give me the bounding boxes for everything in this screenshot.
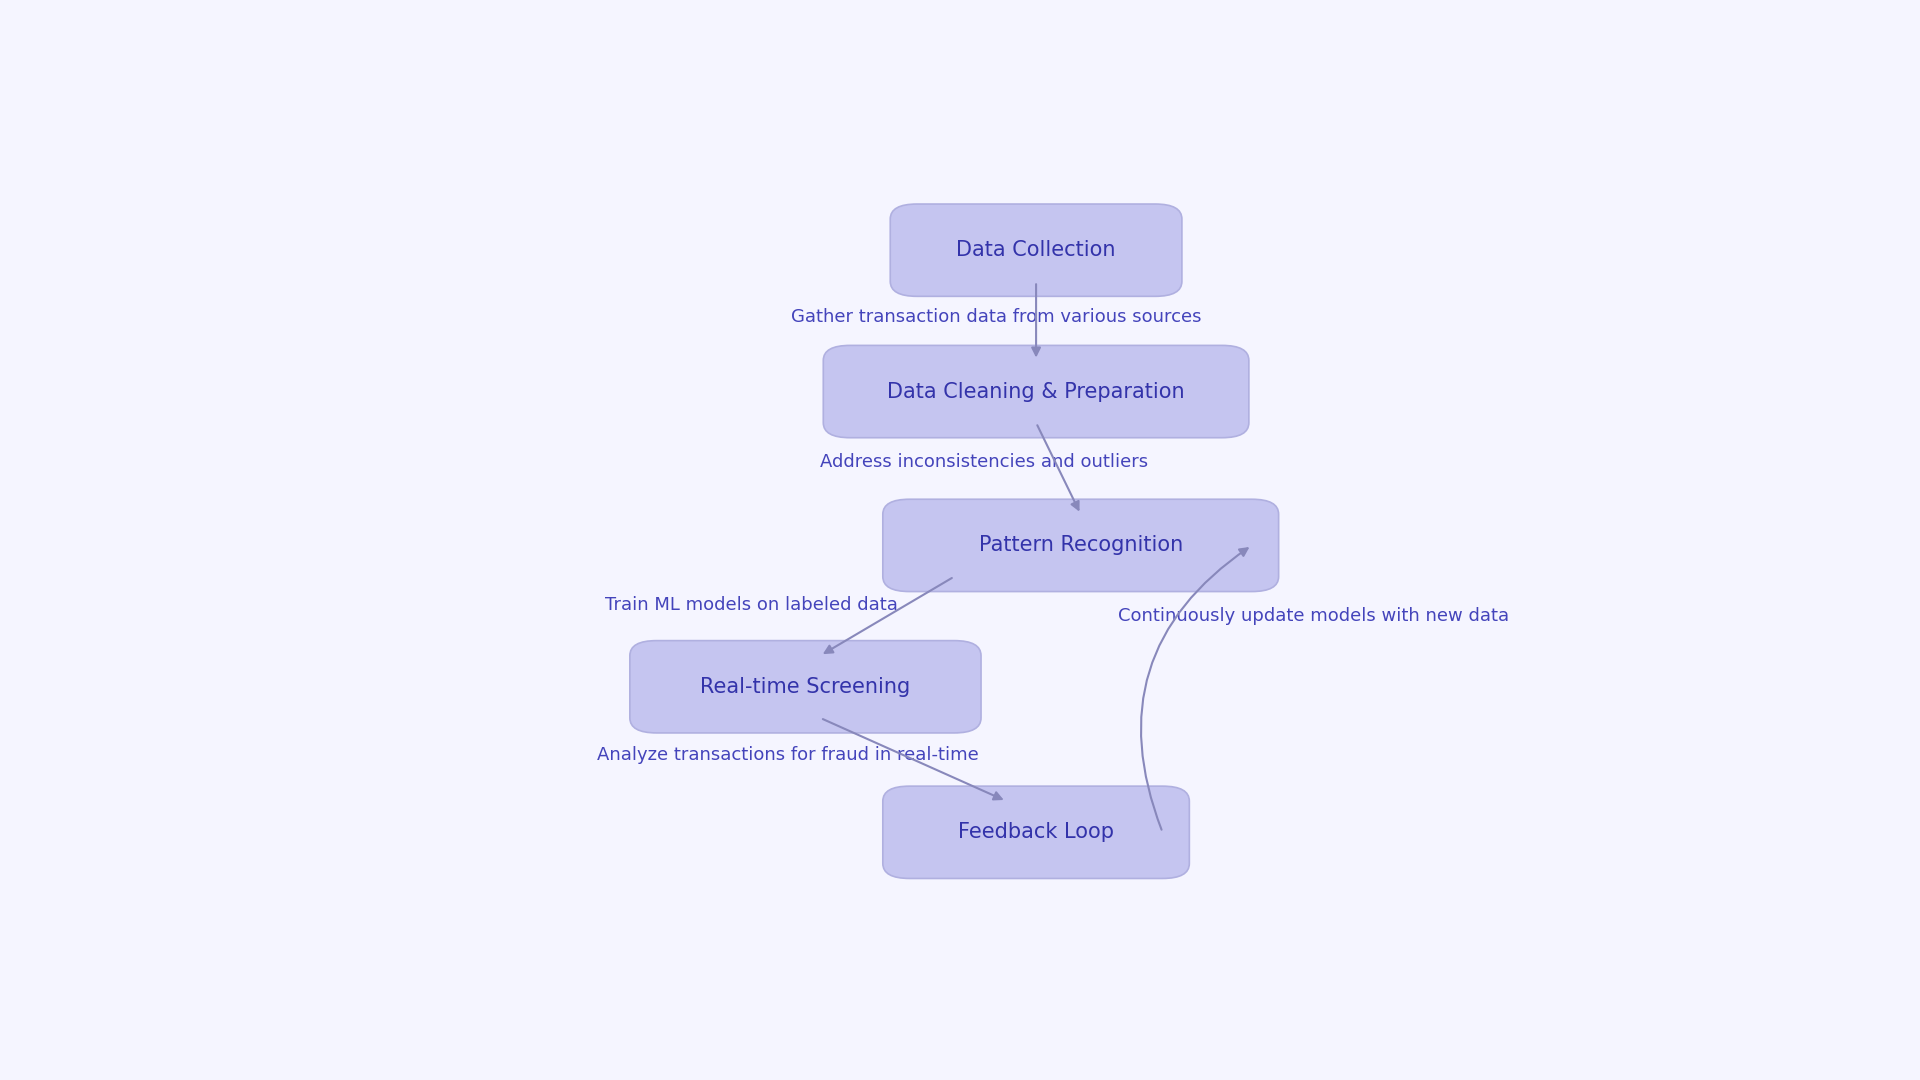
FancyBboxPatch shape [883,786,1188,878]
Text: Data Collection: Data Collection [956,240,1116,260]
Text: Feedback Loop: Feedback Loop [958,822,1114,842]
Text: Real-time Screening: Real-time Screening [701,677,910,697]
FancyBboxPatch shape [883,499,1279,592]
FancyBboxPatch shape [824,346,1248,437]
Text: Train ML models on labeled data: Train ML models on labeled data [605,596,897,615]
Text: Analyze transactions for fraud in real-time: Analyze transactions for fraud in real-t… [597,746,979,764]
Text: Gather transaction data from various sources: Gather transaction data from various sou… [791,308,1202,326]
Text: Continuously update models with new data: Continuously update models with new data [1117,607,1509,625]
Text: Address inconsistencies and outliers: Address inconsistencies and outliers [820,454,1148,471]
Text: Data Cleaning & Preparation: Data Cleaning & Preparation [887,381,1185,402]
Text: Pattern Recognition: Pattern Recognition [979,536,1183,555]
FancyBboxPatch shape [891,204,1183,296]
FancyBboxPatch shape [630,640,981,733]
